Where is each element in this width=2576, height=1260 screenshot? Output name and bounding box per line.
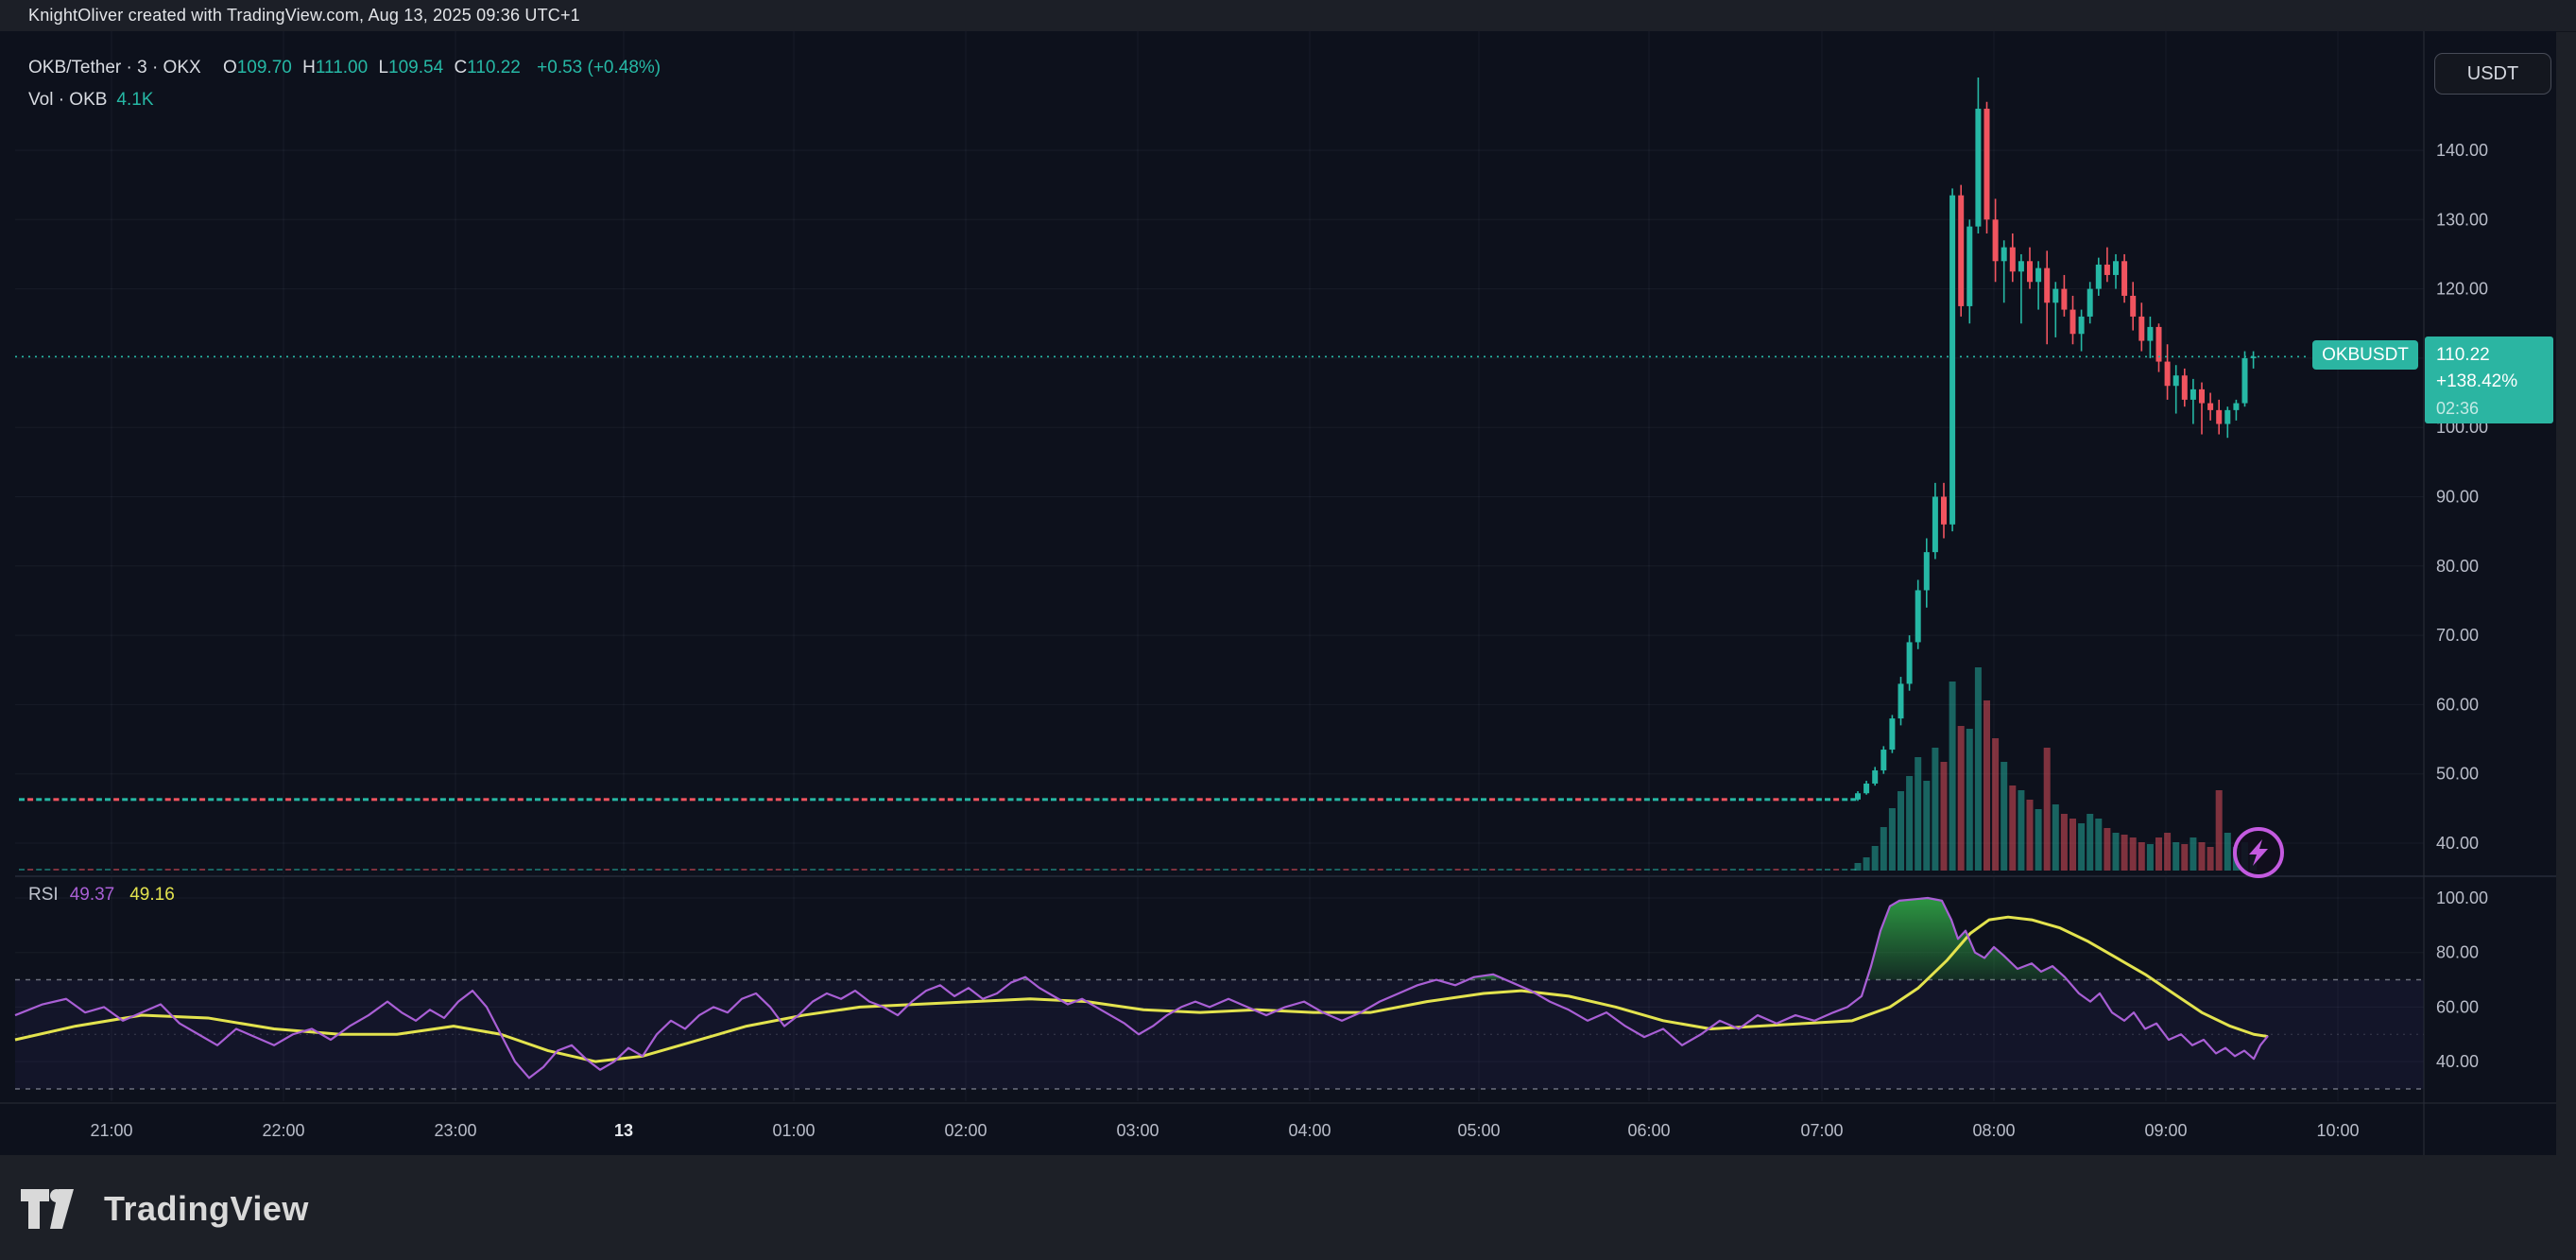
attribution-text: KnightOliver created with TradingView.co…	[28, 6, 580, 26]
svg-text:60.00: 60.00	[2436, 695, 2479, 714]
svg-text:130.00: 130.00	[2436, 210, 2488, 229]
flat-price-dashes	[19, 798, 1856, 871]
svg-text:01:00: 01:00	[772, 1121, 815, 1140]
svg-text:40.00: 40.00	[2436, 1052, 2479, 1071]
ohlc-low-label: L	[378, 58, 388, 78]
header-bar: KnightOliver created with TradingView.co…	[0, 0, 2576, 32]
symbol-price-flag: OKBUSDT	[2312, 340, 2418, 370]
rsi-value: 49.37	[70, 885, 115, 905]
ohlc-close-label: C	[454, 58, 467, 78]
page: { "header": { "attribution": "KnightOliv…	[0, 0, 2576, 1260]
svg-text:08:00: 08:00	[1972, 1121, 2015, 1140]
instant-trading-button[interactable]	[2233, 827, 2284, 878]
svg-text:13: 13	[614, 1121, 633, 1140]
bar-countdown: 02:36	[2436, 395, 2553, 422]
rsi-row: RSI 49.37 49.16	[28, 885, 175, 906]
last-price-value: 110.22	[2436, 342, 2553, 369]
volume-bars	[1855, 667, 2258, 871]
tradingview-brand-text: TradingView	[104, 1189, 309, 1229]
tradingview-logo[interactable]: TradingView	[21, 1189, 309, 1229]
volume-value: 4.1K	[116, 90, 153, 110]
svg-text:40.00: 40.00	[2436, 834, 2479, 853]
price-axis[interactable]: 140.00130.00120.00110.00100.0090.0080.00…	[2436, 141, 2488, 853]
svg-text:80.00: 80.00	[2436, 557, 2479, 576]
svg-text:120.00: 120.00	[2436, 280, 2488, 299]
grid-lines	[15, 31, 2424, 1101]
symbol-title[interactable]: OKB/Tether · 3 · OKX	[28, 58, 201, 78]
svg-text:03:00: 03:00	[1116, 1121, 1159, 1140]
svg-text:05:00: 05:00	[1457, 1121, 1500, 1140]
symbol-flag-text: OKBUSDT	[2322, 345, 2409, 366]
ohlc-open-value: 109.70	[237, 58, 292, 78]
symbol-row: OKB/Tether · 3 · OKX O109.70 H111.00 L10…	[28, 58, 666, 78]
ohlc-high-label: H	[302, 58, 316, 78]
lightning-icon	[2246, 838, 2271, 867]
last-price-label: 110.22 +138.42% 02:36	[2425, 337, 2553, 423]
svg-text:02:00: 02:00	[944, 1121, 987, 1140]
svg-text:22:00: 22:00	[262, 1121, 304, 1140]
svg-text:07:00: 07:00	[1800, 1121, 1843, 1140]
currency-toggle-label: USDT	[2467, 63, 2518, 85]
last-price-change: +138.42%	[2436, 369, 2553, 395]
svg-text:60.00: 60.00	[2436, 997, 2479, 1016]
svg-text:10:00: 10:00	[2316, 1121, 2359, 1140]
svg-text:23:00: 23:00	[434, 1121, 476, 1140]
footer-bar: TradingView	[0, 1155, 2576, 1260]
svg-text:21:00: 21:00	[90, 1121, 132, 1140]
chart-canvas[interactable]: 140.00130.00120.00110.00100.0090.0080.00…	[0, 31, 2556, 1155]
svg-text:04:00: 04:00	[1288, 1121, 1331, 1140]
svg-text:70.00: 70.00	[2436, 626, 2479, 645]
ohlc-close-value: 110.22	[467, 58, 521, 78]
volume-row: Vol · OKB 4.1K	[28, 90, 154, 111]
change-value: +0.53 (+0.48%)	[537, 58, 661, 78]
svg-text:80.00: 80.00	[2436, 943, 2479, 962]
rsi-ma-value: 49.16	[129, 885, 175, 905]
svg-text:50.00: 50.00	[2436, 765, 2479, 784]
volume-label[interactable]: Vol · OKB	[28, 90, 107, 110]
tradingview-mark-icon	[21, 1189, 91, 1229]
rsi-label[interactable]: RSI	[28, 885, 59, 905]
rsi-axis[interactable]: 100.00 80.00 60.00 40.00	[2436, 889, 2488, 1071]
price-candles	[1855, 78, 2257, 801]
currency-toggle-button[interactable]: USDT	[2434, 53, 2551, 95]
svg-text:09:00: 09:00	[2144, 1121, 2187, 1140]
rsi-overbought-fill	[1019, 898, 2068, 980]
ohlc-low-value: 109.54	[388, 58, 443, 78]
svg-text:100.00: 100.00	[2436, 889, 2488, 907]
svg-text:90.00: 90.00	[2436, 488, 2479, 507]
time-axis[interactable]: 21:00 22:00 23:00 13 01:00 02:00 03:00 04:00 05:…	[90, 1121, 2359, 1140]
chart-widget: 140.00130.00120.00110.00100.0090.0080.00…	[0, 31, 2556, 1155]
svg-text:140.00: 140.00	[2436, 141, 2488, 160]
ohlc-high-value: 111.00	[316, 58, 368, 78]
svg-text:06:00: 06:00	[1627, 1121, 1670, 1140]
ohlc-open-label: O	[223, 58, 237, 78]
